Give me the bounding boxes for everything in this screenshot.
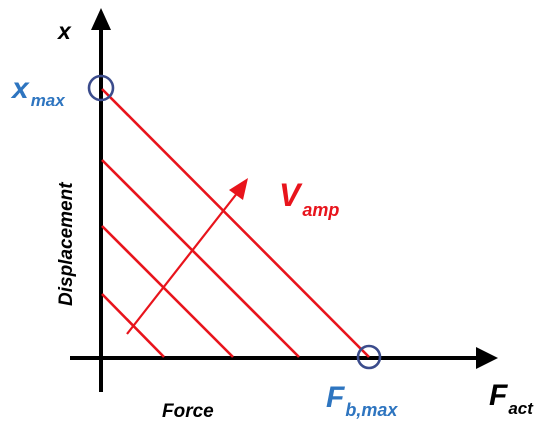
x-axis-symbol-sub: act [508,399,534,418]
v-amp-main: V [279,177,303,213]
f-block-sub: b,max [345,400,398,420]
x-axis-symbol-main: F [489,379,508,412]
v-amp-arrow-shaft [126,191,239,335]
f-block-label: Fb,max [326,381,398,420]
voltage-line-3 [101,159,300,358]
v-amp-sub: amp [302,200,339,220]
voltage-line-2 [101,225,234,358]
f-block-main: F [326,381,345,414]
x-max-circle [87,74,115,102]
voltage-line-4 [101,88,370,358]
y-axis-arrowhead [91,8,111,30]
y-axis-title: Displacement [56,182,77,306]
x-axis-title: Force [162,401,214,422]
v-amp-arrow-head [229,178,248,200]
f-block-circle [356,344,382,370]
x-max-label: x max [10,72,66,110]
x-max-sub: max [31,91,67,110]
x-axis-symbol: Fact [489,379,534,418]
x-axis-arrowhead [476,347,498,369]
axes [70,8,498,392]
voltage-lines [101,88,370,358]
v-amp-arrow [126,178,248,335]
x-max-main: x [10,72,30,105]
y-axis-symbol: x [56,18,72,44]
